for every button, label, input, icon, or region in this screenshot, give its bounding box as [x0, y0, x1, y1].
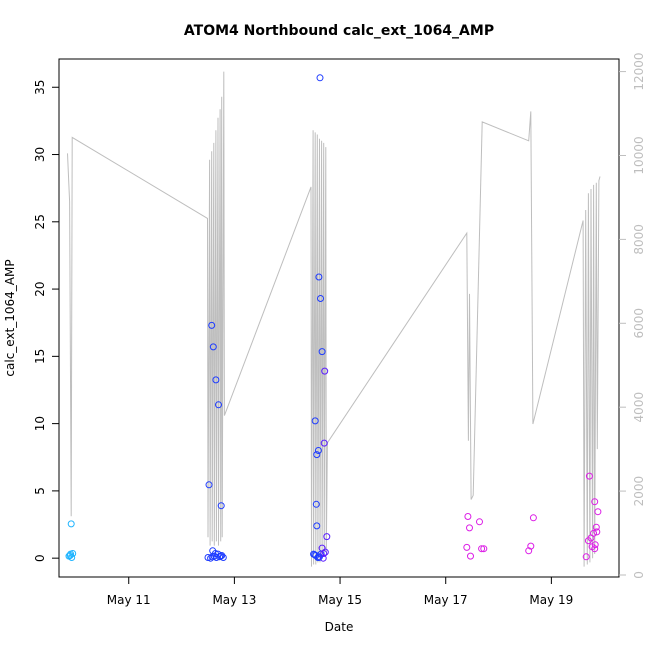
data-point	[68, 554, 76, 561]
data-point	[205, 481, 213, 489]
y-right-tick-label: 10000	[632, 136, 646, 174]
data-point	[321, 548, 329, 556]
data-point	[592, 523, 600, 531]
data-point	[315, 554, 323, 561]
data-point	[67, 520, 75, 528]
data-point	[591, 545, 599, 553]
chart-title: ATOM4 Northbound calc_ext_1064_AMP	[184, 23, 494, 39]
data-point	[466, 524, 473, 532]
data-point	[323, 533, 331, 541]
plot-frame	[58, 58, 620, 578]
data-point	[66, 552, 74, 559]
y-right-tick-label: 6000	[632, 308, 646, 339]
data-point	[319, 554, 327, 562]
y-axis: 0 5 10 15 20 25 30 35	[33, 80, 59, 562]
data-point	[314, 447, 322, 454]
y-tick-label: 15	[33, 349, 47, 364]
data-point	[582, 553, 590, 561]
data-point	[317, 295, 324, 302]
data-point	[480, 545, 488, 553]
x-axis: May 11 May 13 May 15 May 17 May 19	[107, 577, 573, 607]
data-point	[318, 348, 326, 356]
data-point	[584, 537, 592, 545]
data-point	[320, 550, 328, 557]
data-point	[467, 552, 474, 560]
y-tick-label: 35	[33, 80, 47, 95]
y-tick-label: 25	[33, 214, 47, 229]
y-right-tick-label: 4000	[632, 392, 646, 423]
x-tick-label: May 11	[107, 593, 151, 607]
data-point	[320, 439, 328, 447]
data-point	[215, 401, 222, 409]
data-point	[217, 502, 225, 510]
x-axis-label: Date	[325, 620, 354, 634]
x-tick-label: May 17	[424, 593, 468, 607]
y-right-tick-label: 12000	[632, 52, 646, 90]
data-point	[478, 545, 486, 553]
x-tick-label: May 19	[529, 593, 573, 607]
data-point	[316, 74, 324, 82]
y-tick-label: 10	[33, 416, 47, 431]
data-point	[313, 451, 321, 459]
y-axis-right: 0 2000 4000 6000 8000 10000 12000	[619, 52, 646, 579]
y-tick-label: 20	[33, 281, 47, 296]
data-point	[476, 518, 483, 526]
data-point	[217, 552, 225, 560]
x-tick-label: May 15	[318, 593, 362, 607]
data-point	[313, 522, 321, 530]
data-point	[591, 498, 599, 506]
y-tick-label: 0	[33, 554, 47, 562]
data-point	[463, 543, 471, 551]
data-point	[311, 417, 319, 425]
data-point	[312, 500, 320, 508]
trace-line	[67, 71, 601, 567]
data-point	[585, 472, 593, 480]
data-point	[212, 376, 220, 384]
data-point	[594, 508, 602, 516]
y-right-tick-label: 0	[632, 571, 646, 579]
y-right-tick-label: 8000	[632, 224, 646, 255]
y-right-tick-label: 2000	[632, 476, 646, 507]
data-point	[464, 513, 472, 520]
data-point	[529, 514, 537, 522]
data-point	[208, 321, 216, 329]
y-axis-label: calc_ext_1064_AMP	[3, 259, 17, 376]
y-tick-label: 5	[33, 487, 47, 495]
right-axis-trace	[67, 71, 601, 567]
data-point	[209, 343, 217, 351]
data-point	[315, 273, 323, 281]
data-point	[593, 528, 601, 536]
data-point	[321, 367, 329, 375]
x-tick-label: May 13	[212, 593, 256, 607]
y-tick-label: 30	[33, 147, 47, 162]
scatter-points	[65, 74, 602, 562]
data-point	[527, 542, 535, 550]
